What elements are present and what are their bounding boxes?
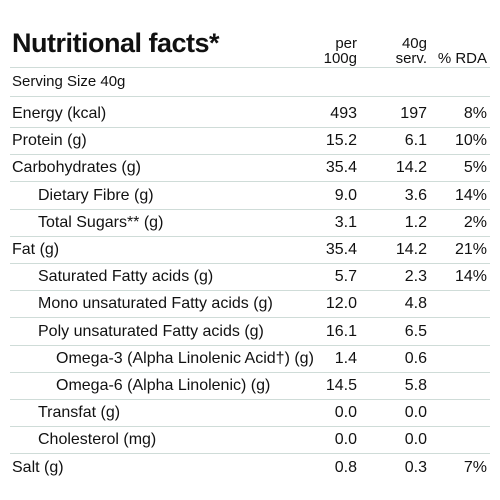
row-label: Salt (g) [12,458,64,476]
row-value: 35.4 [325,159,357,177]
row-value: 2.3 [404,268,427,286]
row-label: Fat (g) [12,241,60,258]
row-value: 0.3 [404,458,427,476]
rule [10,181,490,183]
row-value: 5.7 [334,268,357,286]
row-label: Dietary Fibre (g) [38,186,154,204]
row-value: 5.8 [404,377,427,394]
row-label: Saturated Fatty acids (g) [38,268,214,286]
rule [10,453,490,455]
row-value: 0.6 [404,349,427,367]
row-value: 14.5 [325,377,357,394]
row-label: Carbohydrates (g) [12,159,141,177]
row-value: 10% [454,132,487,150]
row-value: 0.8 [334,458,357,476]
row-value: 0.0 [404,404,427,422]
row-label: Omega-6 (Alpha Linolenic) (g) [56,377,271,394]
rule [10,154,490,156]
column-header: per [335,35,357,52]
row-value: 3.6 [404,186,427,204]
rule [10,127,490,128]
row-value: 197 [400,105,427,122]
row-label: Omega-3 (Alpha Linolenic Acid†) (g) [56,349,314,367]
serving-size: Serving Size 40g [12,73,126,90]
row-value: 35.4 [325,241,357,258]
row-value: 1.2 [404,213,427,231]
rule [10,426,490,428]
row-label: Protein (g) [12,132,87,150]
row-value: 0.0 [404,431,427,449]
row-value: 6.5 [404,322,427,340]
row-label: Energy (kcal) [12,105,107,122]
rule [10,263,490,264]
row-value: 1.4 [334,349,357,367]
row-label: Transfat (g) [38,404,121,422]
rule [10,96,490,97]
rule [10,344,490,346]
column-header: % RDA [437,50,487,67]
rule [10,371,490,373]
row-value: 12.0 [325,295,357,313]
row-value: 0.0 [334,404,357,422]
row-value: 14.2 [395,241,427,258]
rule [10,208,490,210]
row-value: 493 [330,105,357,122]
row-label: Total Sugars** (g) [38,213,164,231]
row-label: Cholesterol (mg) [38,431,157,449]
row-value: 2% [463,213,487,231]
row-value: 21% [454,241,487,258]
row-value: 7% [463,458,487,476]
column-header: 40g [401,35,427,52]
row-value: 3.1 [334,213,357,231]
row-value: 6.1 [404,132,427,150]
row-value: 4.8 [404,295,427,313]
row-value: 14% [454,186,487,204]
column-header: serv. [395,50,427,67]
row-value: 5% [463,159,487,177]
rule [10,67,490,68]
rule [10,317,490,319]
rule [10,399,490,400]
column-header: 100g [323,50,357,67]
row-value: 14.2 [395,159,427,177]
row-label: Poly unsaturated Fatty acids (g) [38,322,264,340]
row-value: 16.1 [325,322,357,340]
row-value: 0.0 [334,431,357,449]
rule [10,290,490,292]
row-value: 8% [463,105,487,122]
row-value: 15.2 [325,132,357,150]
row-value: 14% [454,268,487,286]
row-label: Mono unsaturated Fatty acids (g) [38,295,273,313]
title: Nutritional facts* [12,28,220,58]
row-value: 9.0 [334,186,357,204]
rule [10,235,490,237]
